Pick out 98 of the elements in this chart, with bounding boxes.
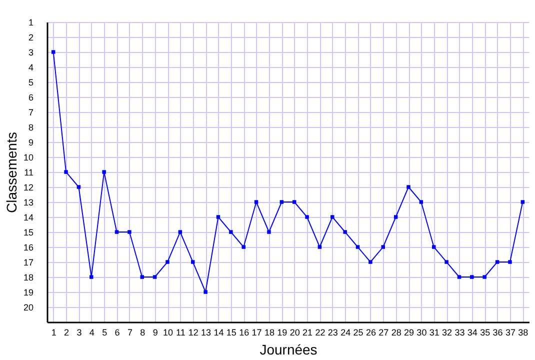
point — [495, 260, 500, 264]
point — [419, 200, 424, 204]
x-tick-label: 1 — [51, 328, 56, 338]
point — [305, 215, 309, 219]
y-tick-label: 12 — [23, 182, 34, 192]
x-tick-label: 8 — [140, 328, 146, 338]
x-tick-label: 17 — [252, 328, 262, 338]
point — [178, 230, 182, 234]
y-tick-label: 5 — [28, 78, 34, 88]
point — [51, 50, 56, 54]
y-tick-label: 14 — [23, 212, 34, 222]
y-tick-label: 1 — [28, 18, 34, 28]
y-tick-label: 18 — [23, 272, 34, 282]
x-tick-label: 13 — [201, 328, 212, 338]
y-tick-label: 19 — [23, 288, 34, 298]
x-tick-label: 33 — [454, 328, 465, 338]
point — [114, 230, 119, 234]
point — [432, 245, 436, 249]
point — [368, 260, 372, 264]
y-tick-label: 16 — [23, 242, 34, 252]
x-tick-label: 12 — [188, 328, 198, 338]
point — [356, 245, 360, 249]
x-tick-label: 27 — [378, 328, 389, 338]
point — [318, 245, 322, 249]
y-tick-label: 10 — [23, 152, 34, 162]
y-tick-label: 9 — [28, 138, 34, 148]
point — [254, 200, 258, 204]
point — [64, 170, 68, 174]
x-tick-label: 4 — [89, 328, 94, 338]
x-axis-title: Journées — [260, 342, 318, 358]
x-tick-label: 7 — [127, 328, 132, 338]
point — [128, 230, 132, 234]
y-tick-label: 4 — [28, 62, 34, 72]
point — [406, 185, 410, 189]
point — [267, 230, 271, 234]
x-tick-label: 19 — [277, 328, 288, 338]
y-tick-label: 7 — [28, 108, 34, 118]
point — [470, 275, 474, 279]
x-tick-label: 29 — [404, 328, 414, 338]
x-tick-label: 9 — [152, 328, 158, 338]
x-tick-label: 18 — [264, 328, 274, 338]
x-tick-label: 35 — [480, 328, 490, 338]
point — [229, 230, 233, 234]
y-tick-label: 20 — [23, 302, 34, 312]
x-tick-label: 34 — [467, 328, 478, 338]
x-tick-label: 14 — [214, 328, 224, 338]
y-tick-label: 2 — [28, 32, 34, 42]
point — [381, 245, 386, 249]
x-tick-label: 21 — [302, 328, 313, 338]
point — [292, 200, 296, 204]
y-tick-label: 13 — [23, 198, 34, 208]
x-tick-label: 16 — [239, 328, 250, 338]
y-tick-label: 11 — [24, 168, 34, 178]
y-tick-label: 17 — [23, 258, 34, 268]
point — [330, 215, 334, 219]
x-tick-label: 11 — [176, 328, 186, 338]
x-tick-label: 20 — [290, 328, 300, 338]
x-tick-label: 26 — [366, 328, 376, 338]
point — [102, 170, 106, 174]
y-tick-label: 6 — [28, 92, 34, 102]
x-tick-label: 38 — [518, 328, 528, 338]
y-tick-label: 15 — [23, 228, 34, 238]
x-tick-label: 31 — [429, 328, 440, 338]
point — [394, 215, 398, 219]
point — [90, 275, 94, 279]
point — [190, 260, 195, 264]
point — [444, 260, 448, 264]
y-tick-label: 3 — [28, 48, 34, 58]
x-tick-label: 23 — [328, 328, 338, 338]
x-tick-label: 15 — [226, 328, 236, 338]
point — [152, 275, 157, 279]
x-tick-label: 32 — [442, 328, 452, 338]
point — [204, 290, 208, 294]
y-tick-label: 8 — [28, 122, 34, 132]
x-tick-label: 2 — [64, 328, 70, 338]
point — [166, 260, 170, 264]
point — [216, 215, 220, 219]
point — [457, 275, 462, 279]
x-tick-label: 5 — [102, 328, 108, 338]
point — [508, 260, 512, 264]
point — [242, 245, 246, 249]
y-axis-title: Classements — [3, 132, 20, 213]
x-tick-label: 22 — [315, 328, 326, 338]
x-tick-label: 6 — [114, 328, 120, 338]
point — [343, 230, 347, 234]
x-tick-label: 10 — [162, 328, 174, 338]
point — [140, 275, 144, 279]
x-tick-label: 37 — [505, 328, 516, 338]
point — [482, 275, 486, 279]
x-tick-label: 3 — [76, 328, 82, 338]
point — [520, 200, 525, 204]
point — [76, 185, 81, 189]
x-tick-label: 30 — [416, 328, 427, 338]
x-tick-label: 25 — [353, 328, 364, 338]
point — [280, 200, 284, 204]
x-tick-label: 36 — [492, 328, 503, 338]
x-tick-label: 28 — [391, 328, 402, 338]
x-tick-label: 24 — [340, 328, 351, 338]
